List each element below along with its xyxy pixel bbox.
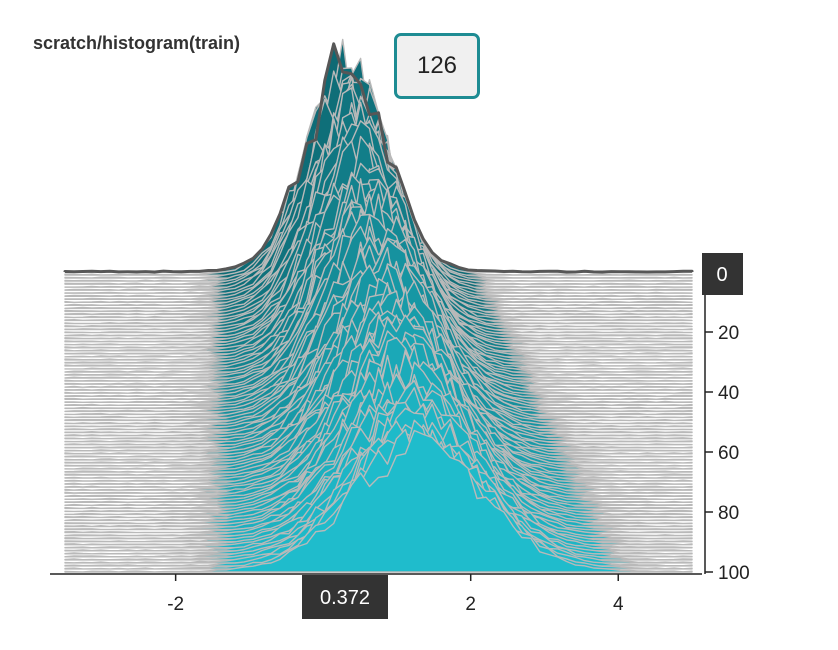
y-tick-label: 20 — [718, 323, 739, 344]
x-tick-label: -2 — [167, 594, 184, 615]
x-hover-marker-bg — [302, 575, 388, 619]
ridge-step-99 — [64, 429, 693, 573]
y-tick-label: 80 — [718, 503, 739, 524]
ridge-layer — [64, 38, 693, 573]
x-hover-marker-label: 0.372 — [320, 587, 370, 609]
x-tick-label: 4 — [613, 594, 624, 615]
y-tick-label: 40 — [718, 383, 739, 404]
y-tick-label: 60 — [718, 443, 739, 464]
x-tick-label: 2 — [465, 594, 476, 615]
chart-title: scratch/histogram(train) — [33, 33, 241, 53]
y-axis: 0 20 40 60 80 100 — [704, 263, 750, 584]
x-axis: -2 2 4 — [50, 573, 702, 615]
x-hover-marker: 0.372 — [302, 575, 388, 619]
y-hover-marker-label: 0 — [716, 264, 727, 286]
y-tick-label: 100 — [718, 563, 750, 584]
hover-ridge-layer — [63, 42, 694, 274]
hover-ridge-outline — [63, 42, 694, 274]
y-hover-marker: 0 — [702, 253, 743, 295]
y-hover-marker-bg — [702, 253, 743, 295]
step-tooltip: 126 — [394, 33, 480, 99]
